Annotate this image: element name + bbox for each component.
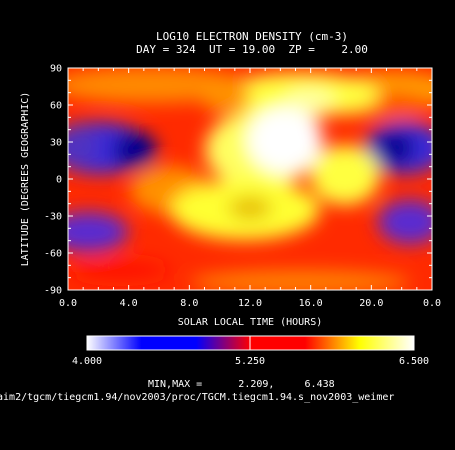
y-tick-label: 0 — [56, 175, 62, 186]
heatmap-area — [68, 68, 432, 290]
y-tick-label: -30 — [44, 212, 62, 223]
y-tick-label: 30 — [50, 138, 62, 149]
colorbar-max-label: 6.500 — [399, 356, 429, 367]
x-axis-label: SOLAR LOCAL TIME (HOURS) — [178, 317, 323, 328]
x-tick-label: 8.0 — [180, 298, 198, 309]
x-axis-ticks: 0.0 4.0 8.0 12.0 16.0 20.0 0.0 — [59, 68, 441, 309]
y-axis-ticks: 90 60 30 0 -30 -60 -90 — [44, 64, 432, 297]
chart-subtitle: DAY = 324 UT = 19.00 ZP = 2.00 — [136, 43, 368, 56]
y-tick-label: -60 — [44, 249, 62, 260]
x-tick-label: 0.0 — [59, 298, 77, 309]
colorbar-min-label: 4.000 — [72, 356, 102, 367]
y-tick-label: -90 — [44, 286, 62, 297]
x-tick-label: 20.0 — [359, 298, 383, 309]
y-tick-label: 60 — [50, 101, 62, 112]
file-path: /aim2/tgcm/tiegcm1.94/nov2003/proc/TGCM.… — [0, 392, 394, 403]
minmax-text: MIN,MAX = 2.209, 6.438 — [148, 379, 335, 390]
x-tick-label: 4.0 — [120, 298, 138, 309]
y-axis-label: LATITUDE (DEGREES GEOGRAPHIC) — [20, 92, 31, 267]
colorbar-mid-label: 5.250 — [235, 356, 265, 367]
y-tick-label: 90 — [50, 64, 62, 75]
chart-title: LOG10 ELECTRON DENSITY (cm-3) — [156, 30, 348, 43]
x-tick-label: 16.0 — [299, 298, 323, 309]
x-tick-label: 0.0 — [423, 298, 441, 309]
x-tick-label: 12.0 — [238, 298, 262, 309]
